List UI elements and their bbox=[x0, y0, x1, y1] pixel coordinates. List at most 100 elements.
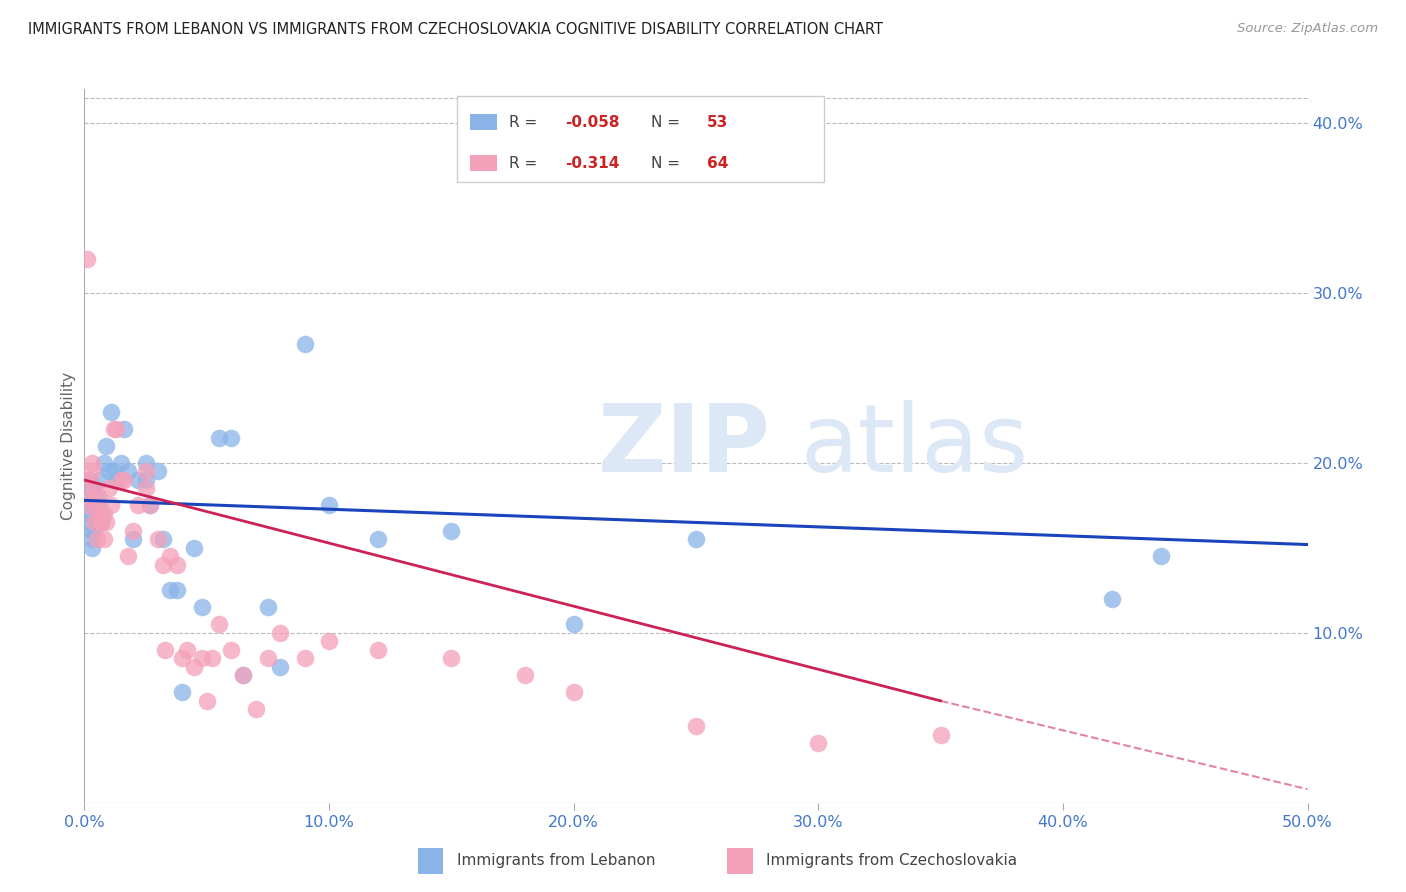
Point bbox=[127, 499, 149, 513]
Point bbox=[77, 490, 100, 504]
Point bbox=[86, 516, 108, 530]
Point bbox=[83, 524, 105, 538]
Point bbox=[112, 473, 135, 487]
Point bbox=[153, 643, 176, 657]
Point bbox=[929, 728, 952, 742]
Point bbox=[195, 694, 218, 708]
Point bbox=[83, 499, 105, 513]
Text: N =: N = bbox=[651, 155, 685, 170]
Point bbox=[77, 473, 100, 487]
Point bbox=[86, 499, 108, 513]
Point bbox=[176, 643, 198, 657]
Point bbox=[191, 600, 214, 615]
Point bbox=[80, 465, 103, 479]
Point bbox=[183, 541, 205, 555]
Text: R =: R = bbox=[509, 155, 541, 170]
Point bbox=[77, 516, 100, 530]
Point bbox=[87, 499, 110, 513]
Point bbox=[1101, 591, 1123, 606]
Point bbox=[93, 533, 115, 547]
Point bbox=[96, 516, 118, 530]
Point bbox=[135, 482, 157, 496]
Point bbox=[97, 482, 120, 496]
Point bbox=[513, 668, 536, 682]
Point bbox=[87, 507, 110, 521]
Point bbox=[87, 490, 110, 504]
Text: Immigrants from Czechoslovakia: Immigrants from Czechoslovakia bbox=[766, 854, 1018, 868]
Point bbox=[208, 617, 231, 632]
FancyBboxPatch shape bbox=[470, 155, 496, 171]
Point bbox=[294, 337, 316, 351]
Point bbox=[1150, 549, 1173, 564]
Point bbox=[152, 533, 174, 547]
Point bbox=[76, 499, 98, 513]
Point bbox=[90, 516, 112, 530]
Point bbox=[76, 499, 98, 513]
Point bbox=[135, 465, 157, 479]
Point bbox=[110, 456, 132, 470]
Point bbox=[103, 422, 125, 436]
Point bbox=[166, 558, 188, 572]
Point bbox=[318, 499, 340, 513]
Point bbox=[100, 405, 122, 419]
Point bbox=[87, 473, 110, 487]
Text: ZIP: ZIP bbox=[598, 400, 770, 492]
Point bbox=[139, 499, 162, 513]
Point bbox=[86, 533, 108, 547]
Point bbox=[685, 719, 707, 733]
Point bbox=[135, 456, 157, 470]
Point bbox=[367, 533, 389, 547]
Point bbox=[208, 430, 231, 444]
Point bbox=[83, 516, 105, 530]
Point bbox=[562, 685, 585, 699]
Point bbox=[87, 507, 110, 521]
Text: -0.058: -0.058 bbox=[565, 114, 620, 129]
Text: 64: 64 bbox=[707, 155, 728, 170]
Point bbox=[90, 507, 112, 521]
Point bbox=[117, 465, 139, 479]
Point bbox=[127, 473, 149, 487]
Point bbox=[172, 651, 194, 665]
Point bbox=[76, 490, 98, 504]
Point bbox=[232, 668, 254, 682]
Text: R =: R = bbox=[509, 114, 541, 129]
Point bbox=[80, 524, 103, 538]
FancyBboxPatch shape bbox=[470, 114, 496, 130]
Point bbox=[219, 643, 242, 657]
Point bbox=[80, 456, 103, 470]
Point bbox=[110, 473, 132, 487]
Text: Source: ZipAtlas.com: Source: ZipAtlas.com bbox=[1237, 22, 1378, 36]
Point bbox=[367, 643, 389, 657]
Point bbox=[440, 524, 463, 538]
Point bbox=[152, 558, 174, 572]
Point bbox=[146, 465, 169, 479]
Point bbox=[135, 473, 157, 487]
Text: 53: 53 bbox=[707, 114, 728, 129]
Point bbox=[77, 507, 100, 521]
Point bbox=[122, 524, 145, 538]
Text: -0.314: -0.314 bbox=[565, 155, 620, 170]
Point bbox=[77, 473, 100, 487]
Text: N =: N = bbox=[651, 114, 685, 129]
Point bbox=[112, 422, 135, 436]
Y-axis label: Cognitive Disability: Cognitive Disability bbox=[60, 372, 76, 520]
Point bbox=[103, 465, 125, 479]
Point bbox=[685, 533, 707, 547]
Point bbox=[93, 507, 115, 521]
Point bbox=[139, 499, 162, 513]
Point bbox=[93, 456, 115, 470]
Text: Immigrants from Lebanon: Immigrants from Lebanon bbox=[457, 854, 655, 868]
Text: IMMIGRANTS FROM LEBANON VS IMMIGRANTS FROM CZECHOSLOVAKIA COGNITIVE DISABILITY C: IMMIGRANTS FROM LEBANON VS IMMIGRANTS FR… bbox=[28, 22, 883, 37]
Point bbox=[440, 651, 463, 665]
Point bbox=[294, 651, 316, 665]
Point bbox=[183, 660, 205, 674]
Point bbox=[83, 516, 105, 530]
Point bbox=[122, 533, 145, 547]
Point bbox=[80, 533, 103, 547]
Point bbox=[257, 600, 280, 615]
Point bbox=[807, 736, 830, 750]
Point bbox=[96, 439, 118, 453]
Point bbox=[97, 465, 120, 479]
Point bbox=[100, 499, 122, 513]
Point bbox=[245, 702, 267, 716]
